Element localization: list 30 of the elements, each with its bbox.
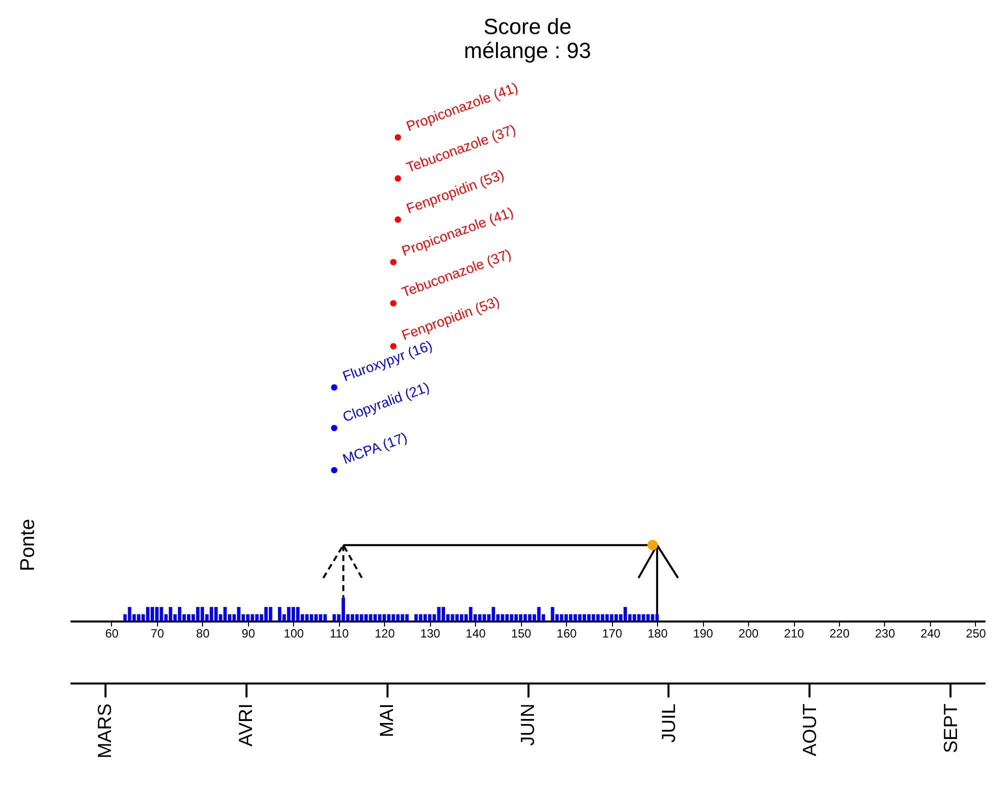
text: AOUT xyxy=(800,703,821,756)
text: MARS xyxy=(95,704,116,758)
x-tick-label: 210 xyxy=(784,626,804,640)
x-tick-label: 110 xyxy=(330,626,350,640)
text: JUIN xyxy=(518,704,539,746)
text: AVRI xyxy=(236,704,258,746)
x-tick-label: 190 xyxy=(693,626,714,640)
annotation: MCPA (17) xyxy=(340,428,410,467)
x-tick-label: 140 xyxy=(466,626,486,640)
x-tick-label: 120 xyxy=(374,626,396,640)
y-axis-title: Ponte xyxy=(17,518,39,572)
x-tick-label: 80 xyxy=(196,626,210,640)
x-tick-label: 230 xyxy=(874,626,896,640)
x-tick-label: 130 xyxy=(420,626,441,640)
chart-title: Score de mélange : 93 xyxy=(464,14,592,63)
text: MAI xyxy=(377,704,398,738)
x-tick-label: 150 xyxy=(511,626,532,640)
x-tick-label: 100 xyxy=(284,626,304,640)
text: JUIL xyxy=(658,704,680,743)
text: SEPT xyxy=(940,703,962,754)
x-tick-label: 200 xyxy=(738,626,759,640)
x-tick-label: 60 xyxy=(105,626,119,640)
x-tick-label: 180 xyxy=(648,626,668,640)
x-tick-label: 160 xyxy=(556,626,577,640)
x-tick-label: 90 xyxy=(242,626,256,640)
x-tick-label: 220 xyxy=(830,626,850,640)
x-tick-label: 170 xyxy=(602,626,622,640)
x-tick-label: 70 xyxy=(150,626,164,640)
x-tick-label: 250 xyxy=(966,626,986,640)
x-tick-label: 240 xyxy=(920,626,941,640)
